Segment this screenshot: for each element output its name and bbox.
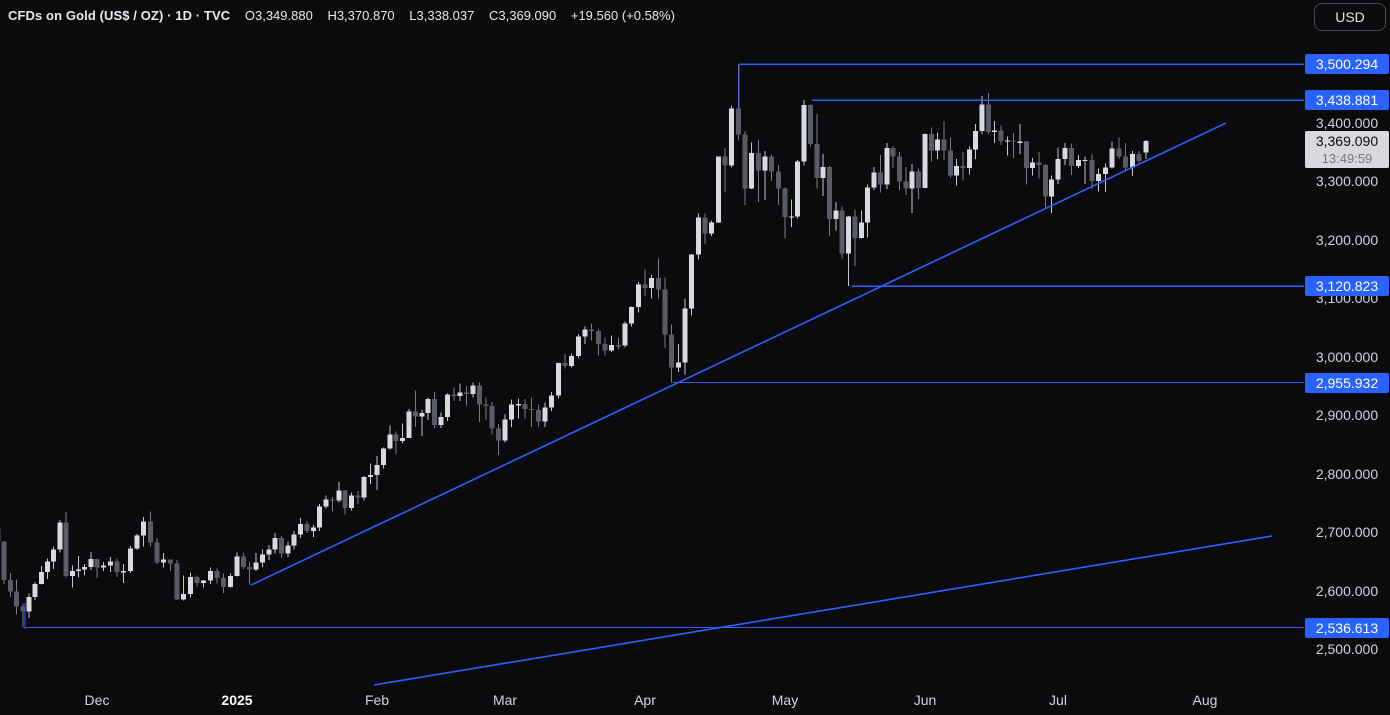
ohlc-low: L3,338.037 bbox=[409, 8, 475, 23]
time-tick-label: Jun bbox=[913, 692, 937, 708]
price-axis[interactable]: 3,400.000 3,300.000 3,200.000 3,100.000 3,00… bbox=[1304, 0, 1390, 715]
time-tick-label: Jul bbox=[1049, 692, 1067, 708]
price-tick-label: 2,500.000 bbox=[1315, 640, 1379, 657]
currency-button[interactable]: USD bbox=[1314, 3, 1386, 31]
price-level-badge[interactable]: 3,500.294 bbox=[1305, 54, 1389, 75]
price-tick-label: 2,800.000 bbox=[1315, 465, 1379, 482]
time-tick-label: Dec bbox=[84, 692, 110, 708]
chart-topbar: CFDs on Gold (US$ / OZ) · 1D · TVC O3,34… bbox=[0, 0, 1390, 34]
ohlc-high: H3,370.870 bbox=[327, 8, 395, 23]
price-tick-label: 3,000.000 bbox=[1315, 348, 1379, 365]
price-tick-label: 3,200.000 bbox=[1315, 231, 1379, 248]
time-tick-label: May bbox=[771, 692, 799, 708]
time-tick-label: Apr bbox=[634, 692, 656, 708]
bar-countdown: 13:49:59 bbox=[1321, 151, 1373, 167]
price-tick-label: 3,300.000 bbox=[1315, 173, 1379, 190]
price-tick-label: 3,400.000 bbox=[1315, 115, 1379, 131]
symbol-legend[interactable]: CFDs on Gold (US$ / OZ) · 1D · TVC O3,34… bbox=[8, 8, 675, 23]
current-price-badge[interactable]: 3,369.090 13:49:59 bbox=[1305, 131, 1389, 169]
price-tick-label: 2,900.000 bbox=[1315, 407, 1379, 424]
drawing-lines[interactable] bbox=[24, 63, 1304, 686]
price-level-badge[interactable]: 2,536.613 bbox=[1305, 617, 1389, 638]
price-level-badge[interactable]: 3,120.823 bbox=[1305, 276, 1389, 297]
symbol-title[interactable]: CFDs on Gold (US$ / OZ) · 1D · TVC bbox=[8, 8, 231, 23]
time-tick-label: Feb bbox=[364, 692, 390, 708]
price-tick-label: 2,700.000 bbox=[1315, 524, 1379, 541]
current-price-value: 3,369.090 bbox=[1315, 133, 1379, 150]
price-tick-label: 2,600.000 bbox=[1315, 582, 1379, 599]
time-tick-label: Mar bbox=[492, 692, 518, 708]
time-tick-label: Aug bbox=[1192, 692, 1218, 708]
price-level-badge[interactable]: 3,438.881 bbox=[1305, 90, 1389, 111]
change-value: +19.560 (+0.58%) bbox=[570, 8, 675, 23]
ohlc-close: C3,369.090 bbox=[489, 8, 557, 23]
price-level-badge[interactable]: 2,955.932 bbox=[1305, 372, 1389, 393]
time-tick-label: 2025 bbox=[221, 692, 253, 708]
time-axis[interactable]: Dec 2025 Feb Mar Apr May Jun Jul Aug bbox=[0, 687, 1304, 715]
ohlc-open: O3,349.880 bbox=[244, 8, 313, 23]
candles bbox=[0, 64, 1149, 628]
